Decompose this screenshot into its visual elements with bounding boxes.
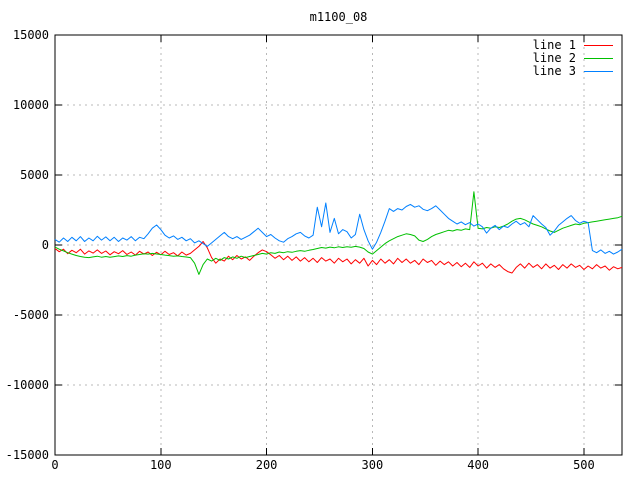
legend-entry: line 2: [533, 52, 613, 65]
x-tick-label: 400: [467, 458, 489, 472]
legend-label: line 3: [532, 64, 576, 78]
x-tick-label: 0: [51, 458, 58, 472]
y-tick-label: 15000: [13, 28, 49, 42]
legend-label: line 2: [532, 51, 576, 65]
y-tick-label: -5000: [13, 308, 49, 322]
y-tick-label: 10000: [13, 98, 49, 112]
legend-entry: line 1: [533, 39, 613, 52]
y-tick-label: 0: [42, 238, 49, 252]
y-tick-label: -10000: [6, 378, 49, 392]
x-tick-label: 500: [573, 458, 595, 472]
legend-line-sample-2: [584, 58, 613, 59]
x-tick-label: 300: [362, 458, 384, 472]
legend-line-sample-1: [584, 45, 613, 46]
series-line-3: [54, 202, 623, 255]
x-tick-label: 200: [256, 458, 278, 472]
series-line-2: [54, 191, 623, 275]
y-tick-label: -15000: [6, 448, 49, 462]
legend: line 1 line 2 line 3: [533, 39, 613, 78]
chart-title: m1100_08: [309, 10, 368, 24]
legend-line-sample-3: [584, 71, 613, 72]
legend-label: line 1: [532, 38, 576, 52]
x-tick-label: 100: [150, 458, 172, 472]
legend-entry: line 3: [533, 65, 613, 78]
y-tick-label: 5000: [20, 168, 49, 182]
series-line-1: [54, 241, 623, 274]
